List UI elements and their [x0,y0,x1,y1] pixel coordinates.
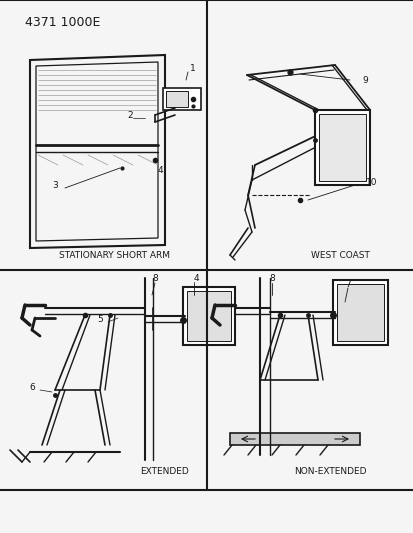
Text: WEST COAST: WEST COAST [310,251,368,260]
Text: 4: 4 [193,273,198,282]
Text: 9: 9 [361,76,367,85]
Text: 8: 8 [152,273,157,282]
Bar [332,280,387,345]
Text: 1: 1 [190,63,195,72]
Text: STATIONARY SHORT ARM: STATIONARY SHORT ARM [59,251,170,260]
Bar [163,88,201,110]
Text: EXTENDED: EXTENDED [140,467,189,477]
Text: 7: 7 [344,279,350,288]
Text: 4: 4 [157,166,162,174]
Text: NON-EXTENDED: NON-EXTENDED [293,467,366,477]
Text: 4371 1000E: 4371 1000E [25,15,100,28]
Text: 3: 3 [52,181,58,190]
Bar [187,291,230,341]
Bar [318,114,365,181]
Bar [336,284,383,341]
Text: 10: 10 [366,177,377,187]
Bar [314,110,369,185]
Text: 8: 8 [268,273,274,282]
Bar [230,433,359,445]
Text: 6: 6 [29,384,35,392]
Bar [183,287,235,345]
Text: 5: 5 [97,316,102,325]
Bar [166,91,188,107]
Text: 2: 2 [127,110,133,119]
